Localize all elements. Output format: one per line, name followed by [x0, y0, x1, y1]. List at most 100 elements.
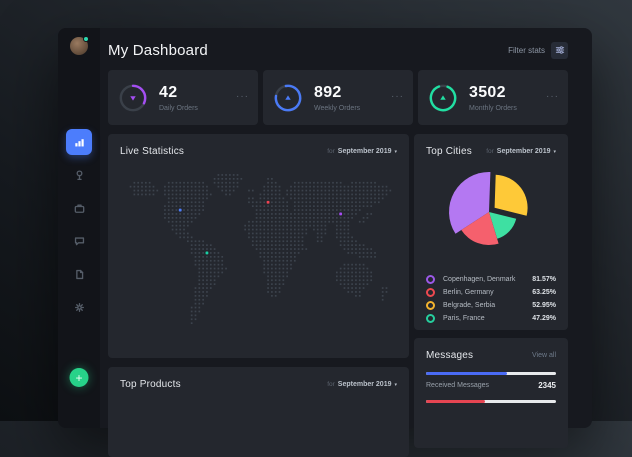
period-value: September 2019: [337, 147, 392, 155]
legend-item: Belgrade, Serbia 52.95%: [426, 299, 556, 312]
stat-text: 3502 Monthly Orders: [469, 84, 517, 112]
panels-grid: Live Statistics for September 2019 ▾ Top…: [108, 134, 568, 457]
view-all-link[interactable]: View all: [532, 351, 556, 359]
period-prefix: for: [327, 380, 335, 388]
map-marker: [266, 200, 270, 204]
map-marker: [339, 212, 343, 216]
legend-item: Berlin, Germany 63.25%: [426, 286, 556, 299]
stat-text: 42 Daily Orders: [159, 84, 198, 112]
gear-icon: [74, 302, 84, 312]
pin-icon: [76, 169, 82, 180]
pie-legend: Copenhagen, Denmark 81.57% Berlin, Germa…: [426, 273, 556, 325]
online-status-dot: [83, 36, 89, 42]
progress-bar: [426, 400, 556, 403]
live-statistics-panel: Live Statistics for September 2019 ▾: [108, 134, 409, 358]
legend-label: Belgrade, Serbia: [443, 302, 496, 309]
sidebar-item-chat[interactable]: [66, 228, 92, 254]
dashboard-window: + My Dashboard Filter stats: [58, 28, 592, 457]
topbar: My Dashboard Filter stats: [108, 36, 568, 64]
sliders-icon: [555, 46, 564, 54]
trend-arrow-icon: [285, 94, 291, 100]
pie-chart-wrap: [426, 162, 556, 267]
period-value: September 2019: [496, 147, 551, 155]
stat-cards-row: 42 Daily Orders ··· 892 Weekly Orders ··…: [108, 70, 568, 125]
chat-icon: [74, 236, 84, 245]
stat-label: Weekly Orders: [314, 104, 361, 112]
legend-label: Paris, France: [443, 315, 485, 322]
period-selector[interactable]: for September 2019 ▾: [327, 381, 397, 388]
sidebar-item-locations[interactable]: [66, 162, 92, 188]
main-content: My Dashboard Filter stats: [100, 28, 592, 457]
progress-ring: [274, 84, 302, 111]
messages-stat-row: Received Messages 2345: [426, 381, 556, 390]
panel-title: Messages: [426, 349, 474, 361]
period-selector[interactable]: for September 2019 ▾: [486, 148, 556, 155]
bar-chart-icon: [74, 138, 84, 146]
legend-value: 81.57%: [532, 276, 556, 283]
panel-header: Top Products for September 2019 ▾: [120, 377, 397, 391]
progress-bar-fill: [426, 372, 507, 375]
sidebar-item-dashboard[interactable]: [66, 129, 92, 155]
top-cities-pie-chart: [449, 171, 528, 246]
panel-header: Live Statistics for September 2019 ▾: [120, 144, 397, 158]
progress-ring: [119, 84, 147, 111]
messages-stat-value: 2345: [538, 381, 556, 390]
panel-header: Top Cities for September 2019 ▾: [426, 144, 556, 158]
filter-stats-label: Filter stats: [508, 45, 545, 55]
messages-panel: Messages View all Received Messages 2345: [414, 338, 568, 448]
chevron-down-icon: ▾: [394, 148, 397, 155]
progress-bar-fill: [426, 400, 485, 403]
stat-card-weekly-orders: 892 Weekly Orders ···: [263, 70, 413, 125]
panel-title: Live Statistics: [120, 145, 185, 157]
stat-text: 892 Weekly Orders: [314, 84, 360, 112]
top-cities-panel: Top Cities for September 2019 ▾ C: [414, 134, 568, 330]
panel-title: Top Products: [120, 378, 181, 390]
legend-color-dot: [426, 288, 435, 297]
add-button[interactable]: +: [69, 368, 89, 387]
top-products-panel: Top Products for September 2019 ▾: [108, 367, 409, 457]
legend-label: Copenhagen, Denmark: [443, 276, 516, 283]
period-value: September 2019: [337, 380, 392, 388]
sidebar-item-documents[interactable]: [66, 261, 92, 287]
panel-header: Messages View all: [426, 348, 556, 362]
avatar[interactable]: [70, 36, 89, 55]
page-title: My Dashboard: [108, 41, 208, 59]
pie-slice: [489, 212, 517, 239]
world-map-wrap: [120, 173, 397, 329]
right-column: Top Cities for September 2019 ▾ C: [414, 134, 568, 448]
stat-card-daily-orders: 42 Daily Orders ···: [108, 70, 258, 125]
pie-slice: [461, 212, 499, 246]
period-selector[interactable]: for September 2019 ▾: [327, 148, 397, 155]
sidebar-item-orders[interactable]: [66, 195, 92, 221]
stat-card-monthly-orders: 3502 Monthly Orders ···: [418, 70, 568, 125]
panel-title: Top Cities: [426, 145, 472, 157]
sidebar: +: [58, 28, 100, 428]
legend-color-dot: [426, 301, 435, 310]
legend-value: 47.29%: [532, 315, 556, 322]
sidebar-item-settings[interactable]: [66, 294, 92, 320]
chevron-down-icon: ▾: [553, 148, 556, 155]
legend-color-dot: [426, 275, 435, 284]
document-icon: [75, 269, 83, 279]
chevron-down-icon: ▾: [394, 381, 397, 388]
more-options-button[interactable]: ···: [391, 90, 404, 102]
dotted-world-map: [129, 174, 392, 324]
sidebar-nav: [66, 129, 92, 327]
trend-arrow-icon: [130, 95, 136, 101]
period-prefix: for: [327, 147, 335, 155]
stat-label: Monthly Orders: [469, 104, 517, 112]
pie-slice: [449, 171, 491, 234]
filter-stats-control[interactable]: Filter stats: [508, 41, 568, 59]
legend-item: Copenhagen, Denmark 81.57%: [426, 273, 556, 286]
map-marker: [178, 208, 182, 212]
progress-ring: [429, 84, 457, 111]
more-options-button[interactable]: ···: [236, 90, 249, 102]
legend-color-dot: [426, 314, 435, 323]
map-marker: [205, 251, 209, 255]
more-options-button[interactable]: ···: [546, 90, 559, 102]
stat-value: 892: [314, 83, 342, 101]
legend-item: Paris, France 47.29%: [426, 312, 556, 325]
trend-arrow-icon: [440, 94, 446, 100]
filter-button[interactable]: [551, 41, 568, 59]
legend-value: 52.95%: [532, 302, 556, 309]
